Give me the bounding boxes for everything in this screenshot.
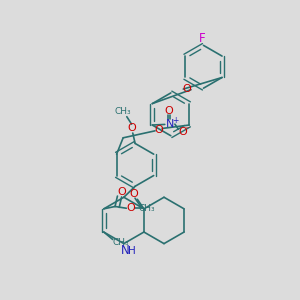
Text: CH₃: CH₃ [139,204,155,213]
Text: O: O [127,203,136,213]
Text: O: O [165,106,174,116]
Text: O: O [154,124,163,135]
Text: F: F [199,32,205,45]
Text: N: N [166,119,174,129]
Text: CH₃: CH₃ [114,107,131,116]
Text: ⁻: ⁻ [184,125,189,134]
Text: O: O [128,123,136,133]
Text: +: + [172,116,178,125]
Text: O: O [129,189,138,199]
Text: O: O [178,127,187,136]
Text: CH₃: CH₃ [113,238,129,247]
Text: O: O [117,187,126,196]
Text: H: H [128,246,136,256]
Text: N: N [121,244,130,257]
Text: O: O [183,84,191,94]
